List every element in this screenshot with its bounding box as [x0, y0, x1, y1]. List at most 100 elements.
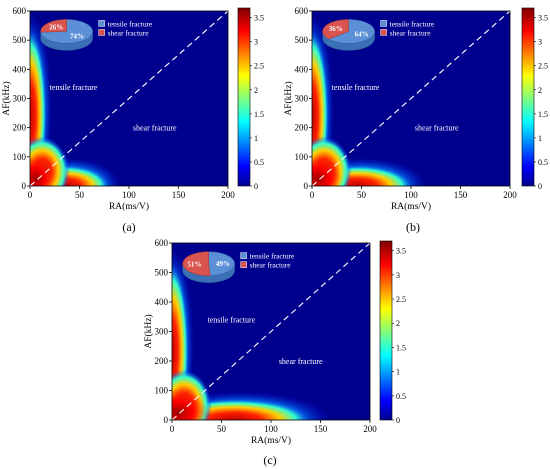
shear-region-label: shear fracture — [415, 124, 459, 133]
pie-slice-tensile — [328, 19, 375, 44]
y-tick-label: 600 — [155, 238, 169, 248]
x-tick-label: 200 — [363, 424, 377, 434]
y-axis-label: AF(kHz) — [143, 314, 154, 348]
pie-label-tensile: 64% — [355, 31, 369, 39]
legend-swatch-shear — [380, 29, 387, 36]
colorbar-tick-label: 2.5 — [396, 295, 406, 304]
colorbar — [521, 7, 535, 187]
legend-label-shear: shear fracture — [108, 28, 150, 37]
x-tick-label: 150 — [454, 190, 468, 200]
x-tick-label: 200 — [503, 190, 517, 200]
legend-swatch-tensile — [380, 20, 387, 27]
y-tick-label: 200 — [295, 123, 309, 133]
tensile-region-label: tensile fracture — [332, 83, 380, 92]
x-tick-label: 0 — [28, 190, 33, 200]
x-tick-label: 0 — [310, 190, 315, 200]
y-tick-label: 100 — [295, 152, 309, 162]
legend-swatch-shear — [98, 29, 105, 36]
y-tick-label: 600 — [295, 6, 309, 16]
x-tick-label: 150 — [172, 190, 186, 200]
colorbar-tick-label: 1 — [254, 134, 258, 143]
density-core — [30, 155, 54, 186]
pie-label-shear: 51% — [187, 260, 201, 268]
x-tick-label: 50 — [217, 424, 227, 434]
y-tick-label: 0 — [304, 181, 309, 191]
colorbar-tick-label: 3 — [538, 38, 542, 47]
x-tick-label: 200 — [221, 190, 235, 200]
colorbar-tick-label: 2.5 — [538, 62, 548, 71]
y-tick-label: 300 — [295, 94, 309, 104]
colorbar-tick-label: 0 — [396, 416, 400, 425]
pie-label-shear: 36% — [329, 25, 343, 33]
pie-label-tensile: 49% — [216, 260, 230, 268]
x-tick-label: 100 — [264, 424, 278, 434]
panel-label: (b) — [406, 220, 420, 234]
y-tick-label: 100 — [155, 386, 169, 396]
y-tick-label: 500 — [13, 35, 27, 45]
density-field — [30, 12, 121, 186]
colorbar-tick-label: 2 — [396, 319, 400, 328]
panel-b: tensile fracture shear fracture 0 50 100 150 2… — [283, 6, 548, 234]
y-tick-label: 0 — [22, 181, 27, 191]
pie-slice-shear — [182, 251, 211, 276]
y-tick-label: 100 — [13, 152, 27, 162]
divider-line — [171, 242, 371, 421]
x-tick-label: 50 — [75, 190, 85, 200]
y-tick-label: 400 — [295, 64, 309, 74]
shear-region-label: shear fracture — [133, 124, 177, 133]
x-tick-label: 0 — [170, 424, 175, 434]
legend-swatch-shear — [240, 261, 247, 268]
x-axis-label: RA(ms/V) — [251, 435, 291, 446]
legend-swatch-tensile — [240, 252, 247, 259]
pie-label-shear: 26% — [49, 23, 63, 31]
colorbar-tick-label: 0.5 — [538, 158, 548, 167]
x-tick-label: 100 — [404, 190, 418, 200]
legend-label-tensile: tensile fracture — [250, 252, 295, 261]
panel-label: (a) — [122, 220, 135, 234]
x-tick-label: 50 — [357, 190, 367, 200]
tensile-region-label: tensile fracture — [208, 316, 256, 325]
pie-slice-shear — [322, 19, 349, 40]
x-tick-label: 150 — [314, 424, 328, 434]
y-tick-label: 500 — [295, 35, 309, 45]
shear-region-label: shear fracture — [279, 357, 323, 366]
legend-swatch-tensile — [98, 20, 105, 27]
colorbar-tick-label: 1.5 — [538, 110, 548, 119]
colorbar-tick-label: 0 — [254, 182, 258, 191]
colorbar-tick-label: 1 — [396, 368, 400, 377]
tensile-region-label: tensile fracture — [50, 83, 98, 92]
x-axis-label: RA(ms/V) — [391, 201, 431, 212]
y-tick-label: 200 — [13, 123, 27, 133]
pie-slice-tensile — [208, 251, 235, 276]
y-axis-label: AF(kHz) — [1, 81, 12, 115]
divider-line — [311, 10, 511, 187]
colorbar — [379, 240, 393, 421]
colorbar-tick-label: 3.5 — [538, 14, 548, 23]
y-tick-label: 400 — [13, 64, 27, 74]
colorbar-tick-label: 0.5 — [396, 392, 406, 401]
colorbar-tick-label: 3 — [396, 271, 400, 280]
legend-label-shear: shear fracture — [250, 261, 292, 270]
colorbar-tick-label: 3 — [254, 38, 258, 47]
colorbar-tick-label: 3.5 — [254, 14, 264, 23]
legend-label-tensile: tensile fracture — [108, 19, 153, 28]
colorbar-tick-label: 2 — [254, 86, 258, 95]
divider-line — [29, 10, 229, 187]
colorbar-tick-label: 1.5 — [396, 343, 406, 352]
colorbar-tick-label: 3.5 — [396, 247, 406, 256]
density-field — [172, 247, 330, 420]
x-axis-label: RA(ms/V) — [109, 201, 149, 212]
y-tick-label: 0 — [164, 415, 169, 425]
colorbar — [237, 7, 251, 187]
colorbar-tick-label: 2 — [538, 86, 542, 95]
legend-label-shear: shear fracture — [390, 28, 432, 37]
y-tick-label: 600 — [13, 6, 27, 16]
density-field — [312, 13, 427, 186]
colorbar-tick-label: 0.5 — [254, 158, 264, 167]
